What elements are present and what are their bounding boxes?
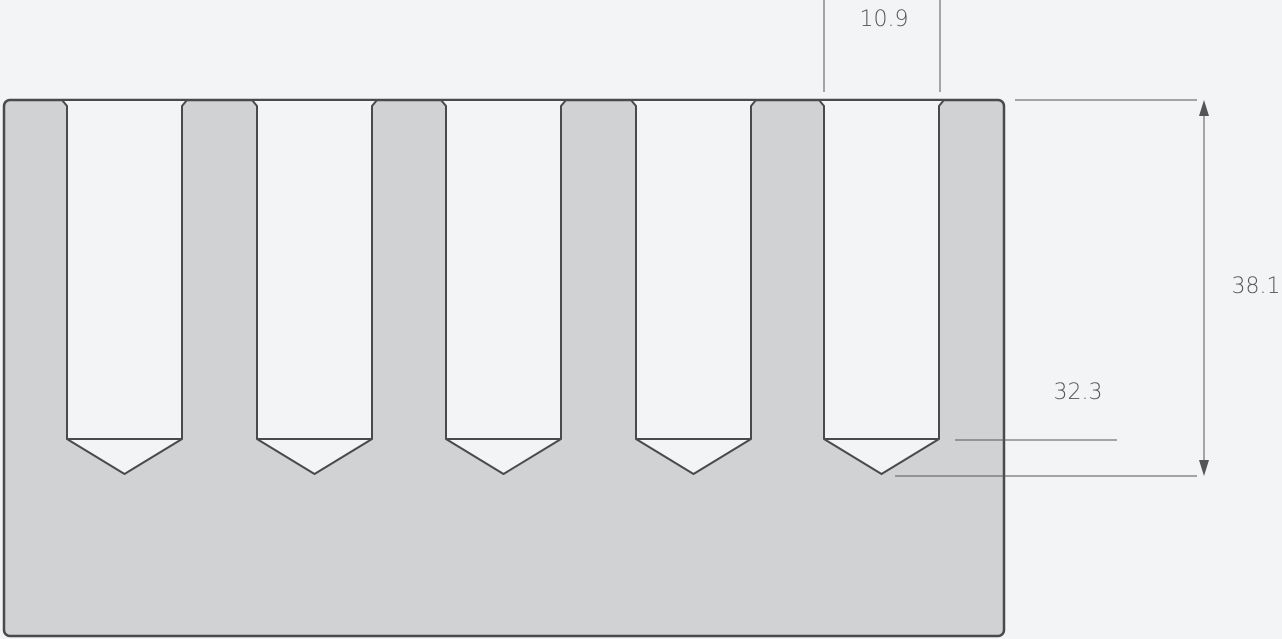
hole xyxy=(818,99,945,475)
hole xyxy=(251,99,378,475)
arrowhead xyxy=(1199,100,1209,116)
arrowhead xyxy=(1199,460,1209,476)
hole xyxy=(630,99,757,475)
dimension-label: 10.9 xyxy=(860,7,909,32)
holes xyxy=(61,99,945,475)
hole xyxy=(440,99,567,475)
dimension-label: 32.3 xyxy=(1054,380,1103,405)
hole xyxy=(61,99,188,475)
dimension-label: 38.1 xyxy=(1232,274,1281,299)
